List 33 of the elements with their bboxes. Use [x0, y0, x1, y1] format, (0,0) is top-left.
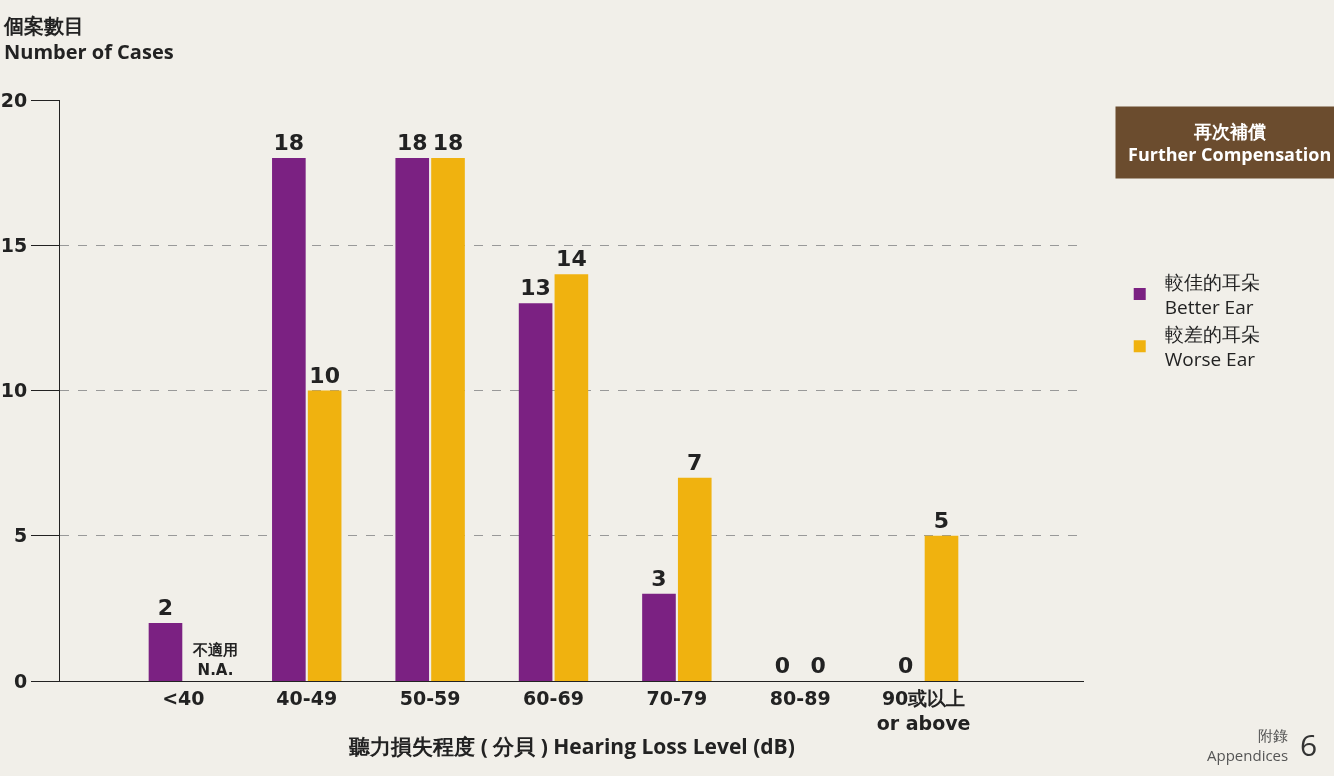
y-tick-label: 15	[0, 233, 28, 256]
data-label: 0	[810, 653, 826, 678]
y-tick-label: 20	[0, 88, 28, 111]
x-tick-label: 70-79	[646, 686, 708, 709]
data-label: 10	[309, 362, 340, 388]
x-tick-label: 80-89	[769, 686, 831, 709]
data-label: 0	[898, 653, 914, 678]
x-axis-title: 聽力損失程度 ( 分貝 ) Hearing Loss Level (dB)	[348, 731, 795, 760]
x-tick-label: 50-59	[399, 686, 461, 709]
data-label: 5	[933, 507, 950, 533]
legend-label: 較差的耳朵 Worse Ear	[1164, 321, 1260, 373]
data-label: 0	[774, 653, 791, 678]
data-label: 3	[651, 565, 667, 591]
annotation: 不適用 N.A.	[192, 641, 238, 679]
data-label: 18	[432, 130, 464, 156]
data-label: 7	[687, 449, 703, 475]
data-label: 18	[396, 130, 428, 156]
data-label: 14	[556, 246, 587, 272]
x-tick-label: 60-69	[523, 686, 584, 709]
data-label: 13	[520, 275, 551, 301]
data-label: 2	[157, 594, 174, 620]
data-label: 18	[273, 130, 305, 156]
x-tick-label: 40-49	[276, 686, 338, 709]
y-axis-title: 個案數目 Number of Cases	[3, 12, 174, 65]
y-tick-label: 10	[0, 379, 28, 402]
legend-title: 再次補償 Further Compensation	[1128, 119, 1332, 167]
x-tick-label: 90或以上 or above	[876, 686, 971, 734]
x-tick-label: <40	[162, 686, 205, 709]
y-tick-label: 0	[13, 669, 28, 692]
legend-label: 較佳的耳朵 Better Ear	[1164, 268, 1260, 320]
y-tick-label: 5	[13, 524, 28, 547]
text: 6	[1300, 724, 1318, 765]
text: 附錄 Appendices	[1207, 725, 1289, 765]
